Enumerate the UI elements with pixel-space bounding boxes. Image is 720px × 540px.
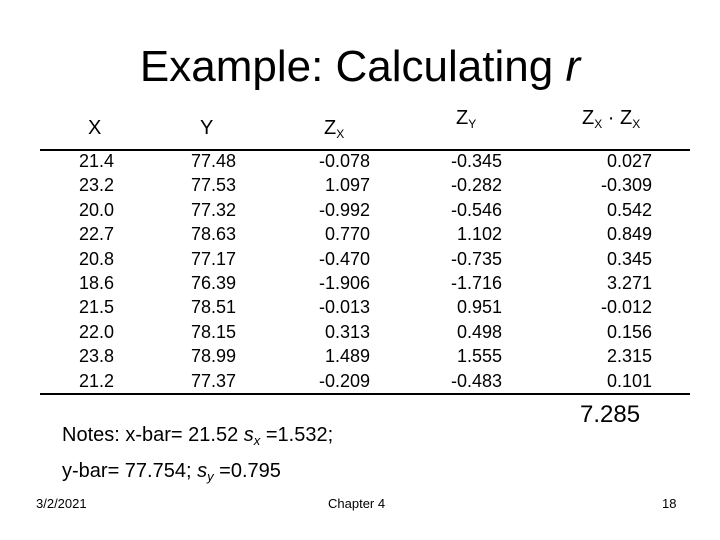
table-bottom-rule (40, 393, 690, 395)
header-product-op: · (602, 107, 621, 129)
notes-sx-symbol: s (243, 424, 254, 446)
header-y: Y (200, 117, 214, 139)
table-cell: 2.315 (606, 346, 652, 367)
table-cell: -0.735 (450, 248, 502, 269)
table-cell: 23.2 (78, 175, 114, 196)
header-x: X (88, 117, 102, 139)
table-cell: -1.906 (318, 273, 370, 294)
table-cell: 1.555 (456, 346, 502, 367)
table-cell: -0.078 (318, 151, 370, 171)
table-cell: 77.53 (190, 175, 236, 196)
table-top-rule (40, 149, 690, 151)
table-cell: 0.156 (606, 321, 652, 342)
notes-sx-value: =1.532; (260, 424, 334, 446)
table-cell: -0.483 (450, 370, 502, 391)
header-zy-sub: Y (468, 117, 477, 131)
table-cell: 78.15 (190, 321, 236, 342)
footer-chapter: Chapter 4 (328, 496, 386, 511)
table-cell: 0.951 (456, 297, 502, 318)
header-zy-main: Z (456, 107, 469, 129)
table-cell: 77.32 (190, 199, 236, 220)
table-cell: -0.470 (318, 248, 370, 269)
column-product: 0.027 -0.309 0.542 0.849 0.345 3.271 -0.012 0.1… (582, 149, 652, 393)
table-cell: 78.63 (190, 224, 236, 245)
footer-date: 3/2/2021 (36, 496, 87, 511)
table-cell: 0.345 (606, 248, 652, 269)
table-cell: -0.309 (600, 175, 652, 196)
table-cell: 1.489 (324, 346, 370, 367)
header-zy: ZY (456, 106, 476, 136)
table-cell: 21.5 (78, 297, 114, 318)
table-cell: 1.102 (456, 224, 502, 245)
column-zy: -0.345 -0.282 -0.546 1.102 -0.735 -1.716 0.951… (434, 149, 502, 393)
table-cell: 77.17 (190, 248, 236, 269)
table-cell: 78.51 (190, 297, 236, 318)
notes-sy-value: =0.795 (213, 460, 281, 482)
header-product-a-sub: X (594, 117, 603, 131)
table-cell: 0.027 (606, 151, 652, 171)
table-cell: 20.8 (78, 248, 114, 269)
header-product-a: Z (582, 107, 595, 129)
header-zx: ZX (324, 116, 344, 146)
slide-title: Example: Calculating r (0, 40, 720, 94)
table-cell: -0.209 (318, 370, 370, 391)
table-cell: 76.39 (190, 273, 236, 294)
table-cell: 21.2 (78, 370, 114, 391)
table-cell: 18.6 (78, 273, 114, 294)
table-cell: 1.097 (324, 175, 370, 196)
notes-sx-sub: x (253, 433, 261, 448)
table-cell: -0.546 (450, 199, 502, 220)
notes-sy-sub: y (207, 469, 214, 484)
title-text: Example: Calculating (139, 42, 566, 91)
table-cell: 0.313 (324, 321, 370, 342)
table-cell: -0.992 (318, 199, 370, 220)
table-cell: 20.0 (78, 199, 114, 220)
column-zx: -0.078 1.097 -0.992 0.770 -0.470 -1.906 -0.013… (300, 149, 370, 393)
header-product-b: Z (620, 107, 633, 129)
table-cell: 0.770 (324, 224, 370, 245)
notes-xbar: Notes: x-bar= 21.52 (62, 424, 244, 446)
table-cell: 0.542 (606, 199, 652, 220)
notes-sy-symbol: s (197, 460, 208, 482)
notes: Notes: x-bar= 21.52 sx =1.532; y-bar= 77… (62, 420, 333, 492)
table-cell: 77.48 (190, 151, 236, 171)
notes-line-2: y-bar= 77.754; sy =0.795 (62, 456, 333, 492)
title-variable: r (565, 42, 581, 91)
column-y: 77.48 77.53 77.32 78.63 77.17 76.39 78.51 78.15… (176, 149, 236, 393)
column-x: 21.4 23.2 20.0 22.7 20.8 18.6 21.5 22.0 23.8 21.2 (58, 149, 114, 393)
table-cell: -0.013 (318, 297, 370, 318)
table-cell: -0.282 (450, 175, 502, 196)
table-cell: 78.99 (190, 346, 236, 367)
header-product: ZX · ZX (582, 106, 640, 136)
table-cell: 23.8 (78, 346, 114, 367)
table-cell: 22.0 (78, 321, 114, 342)
table-cell: 0.849 (606, 224, 652, 245)
table-cell: 0.101 (606, 370, 652, 391)
table-cell: -1.716 (450, 273, 502, 294)
table-cell: 77.37 (190, 370, 236, 391)
table-cell: 3.271 (606, 273, 652, 294)
header-zx-sub: X (336, 127, 345, 141)
table-cell: -0.345 (450, 151, 502, 171)
product-sum: 7.285 (580, 401, 641, 428)
header-product-b-sub: X (632, 117, 641, 131)
header-zx-main: Z (324, 117, 337, 139)
notes-line-1: Notes: x-bar= 21.52 sx =1.532; (62, 420, 333, 456)
table-cell: 22.7 (78, 224, 114, 245)
table-cell: 0.498 (456, 321, 502, 342)
table-cell: -0.012 (600, 297, 652, 318)
notes-ybar: y-bar= 77.754; (62, 460, 198, 482)
table-cell: 21.4 (78, 151, 114, 171)
footer-page-number: 18 (662, 496, 677, 511)
